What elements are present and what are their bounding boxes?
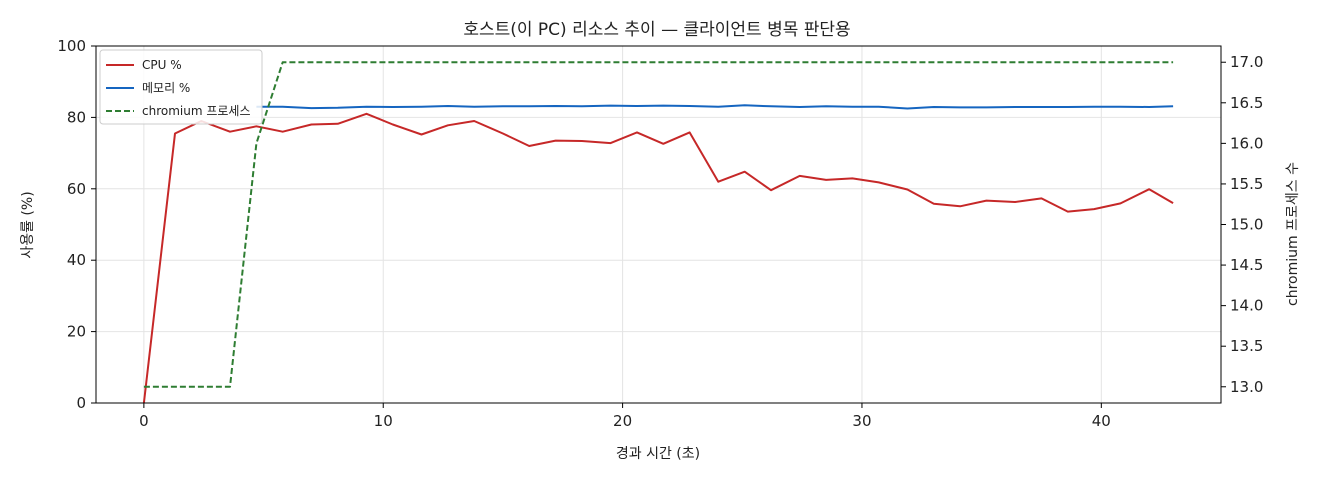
x-tick-label: 40: [1092, 412, 1111, 430]
y-right-tick-label: 17.0: [1230, 53, 1263, 71]
y-tick-label: 100: [57, 37, 86, 55]
y-right-tick-label: 14.5: [1230, 256, 1263, 274]
x-tick-label: 20: [613, 412, 632, 430]
y-axis-right-label: chromium 프로세스 수: [1285, 162, 1301, 306]
series-line: [142, 112, 1174, 404]
y-right-tick-label: 13.0: [1230, 378, 1263, 396]
x-tick-label: 0: [139, 412, 149, 430]
y-axis-right: 13.0 13.5 14.0 14.5 15.0 15.5 16.0 16.5 17.0: [1221, 53, 1263, 396]
y-right-tick-label: 15.5: [1230, 175, 1263, 193]
y-right-tick-label: 13.5: [1230, 337, 1263, 355]
y-right-tick-label: 16.0: [1230, 134, 1263, 152]
series-line: [256, 104, 1174, 110]
y-right-tick-label: 15.0: [1230, 216, 1263, 234]
legend-box: [99, 49, 263, 125]
x-axis: 0 10 20 30 40: [139, 403, 1111, 430]
grid-lines: [96, 45, 1221, 404]
y-right-tick-label: 14.0: [1230, 297, 1263, 315]
y-axis-label: 사용률 (%): [20, 191, 36, 258]
plot-frame: [95, 45, 1222, 404]
legend-label: 메모리 %: [142, 81, 190, 95]
y-tick-label: 60: [67, 180, 86, 198]
y-axis-left: 0 20 40 60 80 100: [57, 37, 96, 412]
x-tick-label: 10: [374, 412, 393, 430]
series-group: [142, 61, 1174, 404]
legend: CPU % 메모리 % chromium 프로세스: [99, 49, 263, 125]
x-axis-label: 경과 시간 (초): [616, 446, 700, 462]
y-tick-label: 20: [67, 323, 86, 341]
legend-label: CPU %: [142, 58, 182, 72]
chart-title: 호스트(이 PC) 리소스 추이 — 클라이언트 병목 판단용: [463, 20, 850, 40]
y-tick-label: 40: [67, 251, 86, 269]
series-line: [143, 61, 1174, 388]
y-right-tick-label: 16.5: [1230, 94, 1263, 112]
y-tick-label: 80: [67, 108, 86, 126]
y-tick-label: 0: [76, 394, 86, 412]
legend-label: chromium 프로세스: [142, 104, 251, 118]
x-tick-label: 30: [852, 412, 871, 430]
